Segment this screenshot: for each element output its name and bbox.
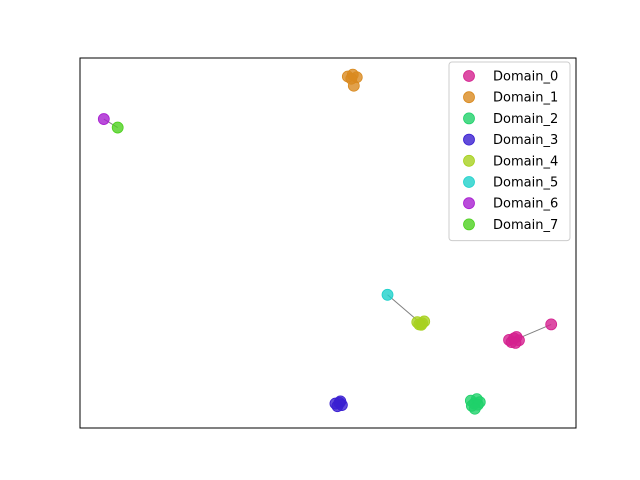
- legend-marker-domain-5: [463, 176, 475, 188]
- legend-label-domain-7: Domain_7: [493, 218, 558, 233]
- legend-marker-domain-4: [463, 154, 475, 167]
- legend-label-domain-2: Domain_2: [493, 112, 558, 127]
- legend-marker-domain-1: [463, 91, 475, 104]
- point-domain-7-0: [111, 121, 124, 134]
- point-domain-5-0: [381, 288, 394, 301]
- point-domain-0-0: [545, 318, 558, 331]
- point-domain-2-6: [468, 402, 481, 415]
- point-domain-0-6: [509, 336, 522, 349]
- legend-label-domain-3: Domain_3: [493, 133, 558, 148]
- point-domain-1-4: [345, 72, 358, 85]
- data-points: [97, 68, 558, 415]
- legend-label-domain-6: Domain_6: [493, 197, 558, 212]
- legend-marker-domain-3: [463, 133, 475, 146]
- legend-marker-domain-6: [463, 197, 475, 210]
- legend-label-domain-5: Domain_5: [493, 176, 558, 191]
- legend-marker-domain-2: [463, 112, 475, 125]
- point-domain-3-4: [333, 396, 346, 409]
- legend: Domain_0 Domain_1 Domain_2 Domain_3 Domain_4…: [448, 61, 571, 242]
- legend-label-domain-0: Domain_0: [493, 70, 558, 85]
- legend-label-domain-1: Domain_1: [493, 91, 558, 106]
- legend-marker-domain-0: [463, 70, 475, 82]
- plot-area-frame: [79, 57, 577, 429]
- legend-marker-domain-7: [463, 218, 475, 231]
- legend-label-domain-4: Domain_4: [493, 154, 558, 169]
- point-domain-4-4: [416, 317, 429, 330]
- point-domain-6-0: [97, 113, 110, 125]
- legend-box: [448, 61, 571, 242]
